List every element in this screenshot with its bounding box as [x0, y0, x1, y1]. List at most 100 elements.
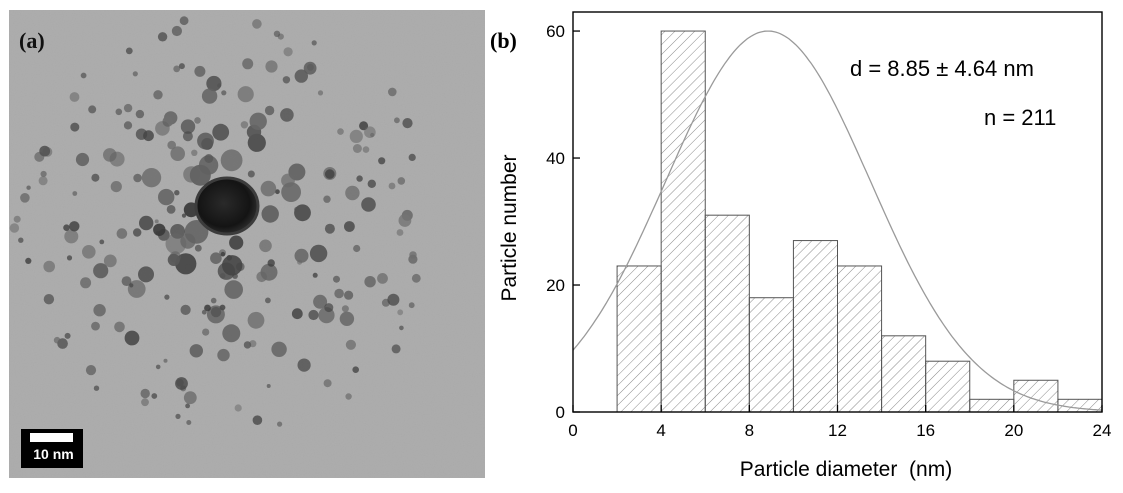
histogram-bar [969, 398, 1015, 413]
nanoparticle [294, 248, 309, 263]
nanoparticle [166, 205, 176, 214]
nanoparticle [175, 377, 188, 390]
nanoparticle [18, 237, 24, 243]
nanoparticle [210, 306, 222, 318]
nanoparticle [277, 421, 283, 427]
nanoparticle [183, 391, 197, 405]
nanoparticle [247, 170, 255, 178]
histogram-bar [616, 265, 662, 413]
nanoparticle [63, 224, 70, 231]
nanoparticle [352, 144, 362, 153]
nanoparticle [64, 332, 71, 339]
nanoparticle [99, 239, 105, 245]
nanoparticle [43, 260, 55, 273]
nanoparticle [175, 413, 181, 419]
y-axis-title: Particle number [498, 154, 521, 301]
nanoparticle [237, 86, 254, 103]
nanoparticle [143, 130, 154, 142]
nanoparticle [171, 25, 182, 37]
nanoparticle [344, 221, 355, 232]
nanoparticle [133, 228, 142, 237]
nanoparticle [133, 173, 142, 183]
nanoparticle [80, 72, 87, 79]
nanoparticle [153, 90, 163, 100]
nanoparticle [260, 180, 277, 197]
nanoparticle [80, 277, 92, 289]
nanoparticle [69, 92, 80, 102]
nanoparticle [242, 58, 254, 70]
nanoparticle [93, 385, 100, 391]
nanoparticle [356, 175, 363, 182]
nanoparticle [20, 193, 30, 203]
mean-diameter-annotation: d = 8.85 ± 4.64 nm [850, 56, 1034, 81]
nanoparticle [308, 309, 319, 321]
nanoparticle [170, 146, 185, 161]
nanoparticle [129, 283, 134, 288]
nanoparticle [173, 65, 181, 73]
sample-count-annotation: n = 211 [984, 105, 1056, 130]
histogram-bar [837, 265, 883, 413]
nanoparticle [103, 254, 117, 268]
nanoparticle [70, 122, 80, 132]
nanoparticle [91, 173, 100, 182]
nanoparticle [367, 179, 376, 188]
nanoparticle [116, 228, 128, 239]
nanoparticle [53, 336, 61, 344]
nanoparticle [398, 214, 412, 227]
nanoparticle [337, 128, 344, 135]
nanoparticle [69, 221, 80, 232]
nanoparticle [179, 16, 189, 26]
nanoparticle [309, 244, 328, 263]
nanoparticle [325, 169, 335, 179]
nanoparticle [362, 146, 370, 153]
nanoparticle [181, 213, 187, 218]
nanoparticle [259, 239, 272, 253]
nanoparticle [174, 190, 180, 196]
nanoparticle [281, 173, 295, 188]
large-nanoparticle [194, 176, 260, 236]
nanoparticle [72, 191, 78, 196]
nanoparticle [377, 273, 388, 284]
histogram-bar [881, 335, 927, 413]
nanoparticle [323, 195, 331, 203]
scale-bar [30, 433, 73, 442]
nanoparticle [125, 47, 133, 55]
nanoparticle [408, 302, 415, 309]
nanoparticle [217, 348, 230, 362]
nanoparticle [26, 185, 31, 190]
nanoparticle [388, 87, 397, 97]
nanoparticle [222, 324, 241, 343]
panel-b-label: (b) [490, 28, 517, 53]
nanoparticle [247, 311, 265, 329]
nanoparticle [157, 32, 168, 42]
nanoparticle [88, 105, 97, 114]
nanoparticle [394, 117, 400, 124]
nanoparticle [307, 63, 314, 71]
nanoparticle [341, 305, 349, 313]
nanoparticle [220, 251, 226, 257]
nanoparticle [282, 76, 291, 84]
nanoparticle [39, 145, 51, 157]
nanoparticle [140, 388, 150, 399]
nanoparticle [387, 293, 400, 306]
nanoparticle [408, 254, 418, 264]
nanoparticle [294, 206, 300, 213]
nanoparticle [75, 152, 90, 167]
nanoparticle [345, 393, 352, 400]
nanoparticle [349, 129, 363, 143]
histogram-bar [660, 30, 706, 413]
nanoparticle [219, 304, 226, 311]
nanoparticle [271, 341, 287, 357]
nanoparticle [186, 420, 192, 425]
nanoparticle [43, 294, 55, 305]
nanoparticle [317, 90, 324, 96]
nanoparticle [155, 121, 170, 136]
nanoparticle [182, 131, 193, 142]
nanoparticle [191, 149, 198, 156]
nanoparticle [275, 189, 280, 195]
x-tick-label: 20 [1004, 421, 1023, 440]
nanoparticle [273, 30, 281, 37]
nanoparticle [194, 117, 201, 124]
nanoparticle [124, 330, 140, 346]
y-tick-label: 20 [546, 276, 565, 295]
